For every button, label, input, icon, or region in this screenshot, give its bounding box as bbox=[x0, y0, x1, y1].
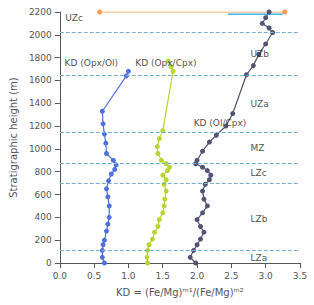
svg-text:UZa: UZa bbox=[251, 99, 269, 109]
svg-text:LZc: LZc bbox=[251, 168, 267, 178]
svg-text:2.0: 2.0 bbox=[190, 271, 205, 281]
svg-text:KD (Opx/Ol): KD (Opx/Ol) bbox=[65, 58, 118, 68]
svg-text:1200: 1200 bbox=[29, 121, 52, 131]
svg-text:0: 0 bbox=[46, 258, 52, 268]
svg-text:KD = (Fe/Mg)ᵐ¹/(Fe/Mg)ᵐ²: KD = (Fe/Mg)ᵐ¹/(Fe/Mg)ᵐ² bbox=[116, 287, 244, 298]
svg-text:200: 200 bbox=[35, 235, 52, 245]
svg-text:3.5: 3.5 bbox=[293, 271, 307, 281]
svg-text:UZb: UZb bbox=[251, 49, 270, 59]
svg-text:0.0: 0.0 bbox=[53, 271, 68, 281]
svg-text:1600: 1600 bbox=[29, 75, 52, 85]
svg-text:400: 400 bbox=[35, 212, 52, 222]
svg-text:2.5: 2.5 bbox=[224, 271, 238, 281]
svg-text:1000: 1000 bbox=[29, 144, 52, 154]
svg-text:KD (Ol/Cpx): KD (Ol/Cpx) bbox=[194, 118, 247, 128]
svg-text:3.0: 3.0 bbox=[259, 271, 274, 281]
svg-text:2200: 2200 bbox=[29, 7, 52, 17]
svg-text:800: 800 bbox=[35, 167, 52, 177]
svg-text:MZ: MZ bbox=[251, 143, 265, 153]
svg-text:KD (Opx/Cpx): KD (Opx/Cpx) bbox=[135, 58, 196, 68]
svg-text:LZb: LZb bbox=[251, 214, 268, 224]
svg-text:1.5: 1.5 bbox=[156, 271, 170, 281]
svg-text:0.5: 0.5 bbox=[87, 271, 101, 281]
svg-text:1800: 1800 bbox=[29, 53, 52, 63]
svg-text:600: 600 bbox=[35, 190, 52, 200]
svg-text:Stratigraphic height (m): Stratigraphic height (m) bbox=[8, 77, 19, 198]
svg-text:2000: 2000 bbox=[29, 30, 52, 40]
svg-text:1400: 1400 bbox=[29, 98, 52, 108]
svg-text:1.0: 1.0 bbox=[121, 271, 136, 281]
svg-text:LZa: LZa bbox=[251, 253, 268, 263]
svg-text:UZc: UZc bbox=[65, 13, 83, 23]
